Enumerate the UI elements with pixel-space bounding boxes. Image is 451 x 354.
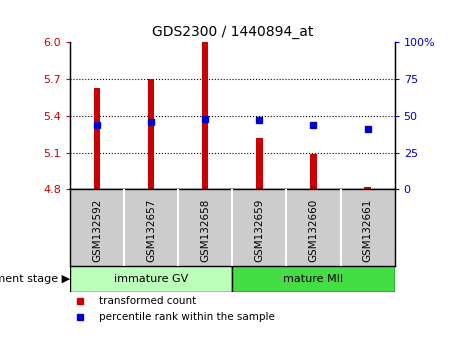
Bar [364, 187, 371, 189]
Bar [310, 154, 317, 189]
Bar [232, 266, 395, 292]
Text: GSM132660: GSM132660 [308, 199, 318, 262]
Title: GDS2300 / 1440894_at: GDS2300 / 1440894_at [152, 25, 313, 39]
Text: mature MII: mature MII [283, 274, 344, 284]
Bar [70, 266, 232, 292]
Text: GSM132592: GSM132592 [92, 199, 102, 262]
Text: GSM132661: GSM132661 [363, 199, 373, 262]
Text: development stage ▶: development stage ▶ [0, 274, 70, 284]
Text: transformed count: transformed count [99, 296, 196, 306]
Bar [202, 42, 208, 189]
Text: percentile rank within the sample: percentile rank within the sample [99, 312, 275, 322]
Bar [256, 138, 262, 189]
Text: GSM132658: GSM132658 [200, 199, 210, 262]
Text: immature GV: immature GV [114, 274, 188, 284]
Bar [148, 79, 154, 189]
Bar [94, 88, 100, 189]
Text: GSM132657: GSM132657 [146, 199, 156, 262]
Text: GSM132659: GSM132659 [254, 199, 264, 262]
